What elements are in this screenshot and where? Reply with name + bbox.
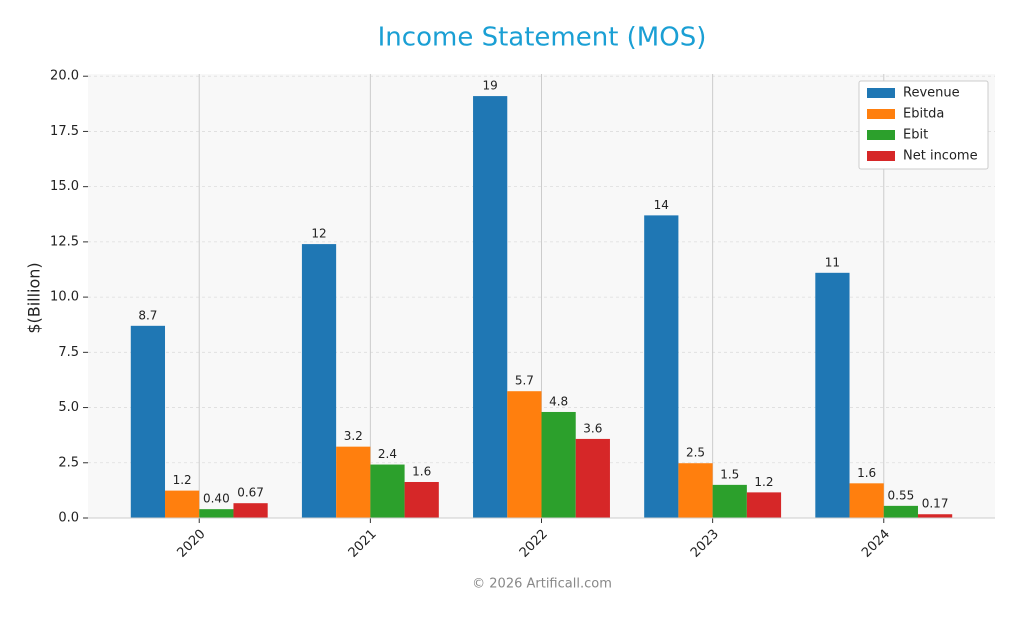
- bar: [644, 215, 679, 518]
- data-label: 1.6: [857, 466, 876, 480]
- bar: [746, 492, 782, 518]
- legend-label: Revenue: [903, 86, 960, 101]
- y-axis-label: $(Billion): [25, 262, 44, 333]
- data-label: 1.5: [720, 467, 739, 481]
- data-label: 0.40: [203, 492, 230, 506]
- data-label: 1.2: [754, 475, 773, 489]
- data-label: 8.7: [138, 308, 157, 322]
- bar: [815, 272, 850, 518]
- y-tick-label: 0.0: [58, 511, 79, 526]
- bar: [404, 481, 439, 518]
- x-tick-label: 2021: [346, 527, 380, 561]
- data-label: 1.6: [412, 464, 431, 478]
- y-tick-label: 5.0: [58, 400, 79, 415]
- y-tick-label: 10.0: [50, 290, 79, 305]
- data-label: 0.17: [922, 497, 949, 511]
- marks: 8.7 12 19 14 11 1.2 3.2 5.7 2.5 1.6 0.40 2.4 4.8 1.5 0…: [130, 79, 953, 519]
- bar: [917, 514, 953, 518]
- bar: [575, 438, 610, 518]
- data-label: 2.4: [378, 447, 397, 461]
- bar: [473, 96, 508, 519]
- x-tick-label: 2023: [688, 527, 722, 561]
- data-label: 5.7: [515, 374, 534, 388]
- footer: © 2026 Artificall.com: [472, 577, 612, 592]
- legend-swatch: [867, 151, 895, 161]
- data-label: 4.8: [549, 394, 568, 408]
- bar: [199, 509, 234, 518]
- y-tick-label: 2.5: [58, 455, 79, 470]
- bar: [165, 490, 200, 518]
- bar: [507, 391, 542, 518]
- data-label: 2.5: [686, 446, 705, 460]
- x-tick-label: 2020: [175, 527, 209, 561]
- bar: [883, 505, 918, 518]
- x-tick-label: 2024: [859, 527, 893, 561]
- bar: [301, 244, 337, 519]
- bar: [336, 446, 371, 518]
- data-label: 0.55: [888, 488, 915, 502]
- data-label: 11: [825, 255, 840, 269]
- data-label: 3.6: [583, 421, 602, 435]
- legend-swatch: [867, 130, 895, 140]
- data-label: 0.67: [237, 486, 264, 500]
- data-label: 1.2: [173, 473, 192, 487]
- legend-swatch: [867, 88, 895, 98]
- legend-box: [858, 80, 989, 170]
- y-tick-label: 7.5: [58, 345, 79, 360]
- bar: [678, 463, 713, 518]
- legend-swatch: [867, 109, 895, 119]
- chart-title: Income Statement (MOS): [378, 23, 707, 53]
- data-label: 14: [654, 198, 669, 212]
- bar: [233, 503, 268, 518]
- bar: [130, 325, 166, 518]
- y-tick-label: 20.0: [50, 69, 79, 84]
- bar: [370, 464, 405, 518]
- y-tick-label: 12.5: [50, 234, 79, 249]
- legend-label: Net income: [903, 149, 978, 164]
- bar: [849, 483, 884, 518]
- data-label: 3.2: [344, 429, 363, 443]
- bar: [712, 484, 747, 518]
- bar: [541, 411, 576, 518]
- legend-label: Ebit: [903, 128, 928, 143]
- y-tick-label: 17.5: [50, 124, 79, 139]
- data-label: 19: [483, 79, 498, 93]
- x-tick-label: 2022: [517, 527, 551, 561]
- y-tick-label: 15.0: [50, 179, 79, 194]
- data-label: 12: [311, 227, 326, 241]
- legend-label: Ebitda: [903, 107, 944, 122]
